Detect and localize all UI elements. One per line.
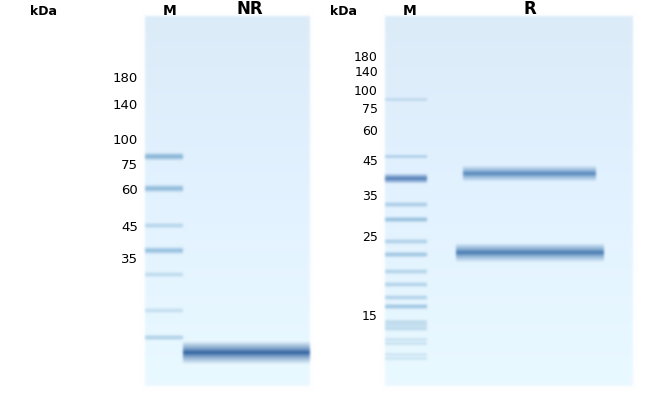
Text: 45: 45: [362, 155, 378, 168]
Text: kDa: kDa: [330, 5, 357, 18]
Text: 75: 75: [121, 158, 138, 171]
Text: 35: 35: [362, 190, 378, 203]
Text: 140: 140: [112, 99, 138, 112]
Text: 75: 75: [362, 103, 378, 116]
Text: M: M: [163, 4, 177, 18]
Text: 35: 35: [121, 253, 138, 266]
Text: 25: 25: [362, 231, 378, 244]
Text: 45: 45: [121, 221, 138, 235]
Text: 180: 180: [354, 51, 378, 64]
Text: 15: 15: [362, 310, 378, 323]
Text: 60: 60: [122, 184, 138, 198]
Text: 140: 140: [354, 66, 378, 79]
Text: kDa: kDa: [30, 5, 57, 18]
Text: 60: 60: [362, 125, 378, 138]
Text: NR: NR: [237, 0, 263, 18]
Text: R: R: [524, 0, 536, 18]
Text: 100: 100: [112, 134, 138, 148]
Text: 180: 180: [112, 72, 138, 84]
Text: 100: 100: [354, 84, 378, 97]
Text: M: M: [403, 4, 417, 18]
